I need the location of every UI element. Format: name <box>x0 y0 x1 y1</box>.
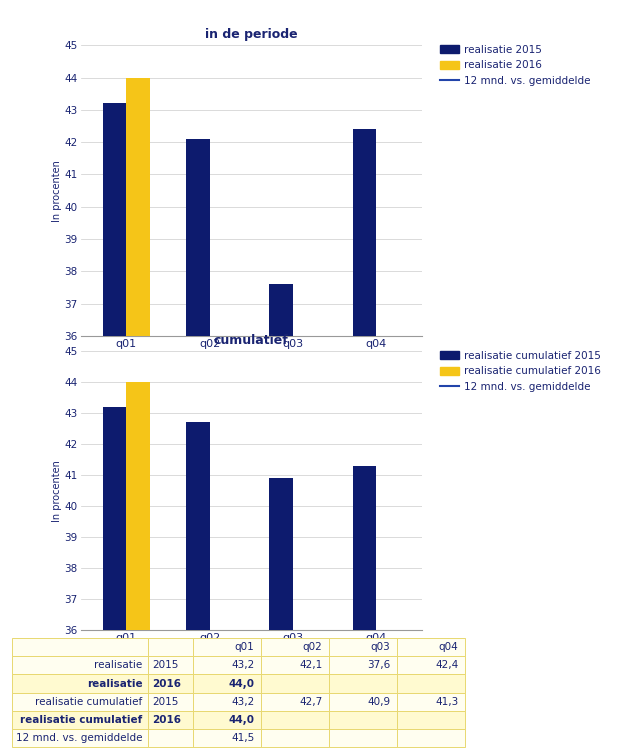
Bar <box>12 693 148 711</box>
Bar <box>397 711 465 729</box>
Bar <box>193 729 262 747</box>
Bar <box>148 656 193 674</box>
Bar <box>12 638 148 656</box>
Bar <box>397 656 465 674</box>
Bar <box>193 638 262 656</box>
Bar <box>329 729 397 747</box>
Text: q04: q04 <box>438 642 458 652</box>
Bar <box>12 711 148 729</box>
Legend: realisatie cumulatief 2015, realisatie cumulatief 2016, 12 mnd. vs. gemiddelde: realisatie cumulatief 2015, realisatie c… <box>440 350 601 392</box>
Bar <box>186 139 210 336</box>
Bar <box>186 423 210 630</box>
Text: 43,2: 43,2 <box>231 697 255 707</box>
Text: 44,0: 44,0 <box>229 715 255 725</box>
Bar <box>12 729 148 747</box>
Text: 41,5: 41,5 <box>231 733 255 744</box>
Text: realisatie: realisatie <box>94 661 143 670</box>
Y-axis label: In procenten: In procenten <box>52 160 62 221</box>
Text: 44,0: 44,0 <box>229 679 255 689</box>
Bar <box>262 656 329 674</box>
Bar <box>103 407 126 630</box>
Text: 37,6: 37,6 <box>367 661 391 670</box>
Bar <box>262 693 329 711</box>
Title: in de periode: in de periode <box>205 29 298 42</box>
Text: 2015: 2015 <box>152 697 178 707</box>
Bar <box>148 693 193 711</box>
Bar <box>262 729 329 747</box>
Bar <box>193 693 262 711</box>
Bar <box>329 638 397 656</box>
Bar <box>126 382 149 630</box>
Title: cumulatief: cumulatief <box>214 334 288 347</box>
Bar <box>329 674 397 693</box>
Bar <box>262 674 329 693</box>
Bar <box>262 711 329 729</box>
Bar <box>353 129 376 336</box>
Text: realisatie cumulatief: realisatie cumulatief <box>35 697 143 707</box>
Bar <box>148 638 193 656</box>
Bar <box>103 103 126 336</box>
Text: 42,7: 42,7 <box>299 697 322 707</box>
Bar <box>12 674 148 693</box>
Text: 43,2: 43,2 <box>231 661 255 670</box>
Bar <box>329 656 397 674</box>
Bar <box>270 285 293 336</box>
Bar <box>397 693 465 711</box>
Text: 2016: 2016 <box>152 679 181 689</box>
Text: 2016: 2016 <box>152 715 181 725</box>
Bar <box>329 693 397 711</box>
Bar <box>12 656 148 674</box>
Text: q02: q02 <box>303 642 322 652</box>
Legend: realisatie 2015, realisatie 2016, 12 mnd. vs. gemiddelde: realisatie 2015, realisatie 2016, 12 mnd… <box>440 45 591 86</box>
Bar <box>397 729 465 747</box>
Bar <box>329 711 397 729</box>
Text: 41,3: 41,3 <box>435 697 458 707</box>
Text: 40,9: 40,9 <box>367 697 391 707</box>
Bar <box>353 466 376 630</box>
Bar <box>262 638 329 656</box>
Text: 12 mnd. vs. gemiddelde: 12 mnd. vs. gemiddelde <box>16 733 143 744</box>
Bar <box>126 78 149 336</box>
Text: realisatie cumulatief: realisatie cumulatief <box>20 715 143 725</box>
Text: q03: q03 <box>371 642 391 652</box>
Bar <box>397 674 465 693</box>
Text: realisatie: realisatie <box>87 679 143 689</box>
Text: 2015: 2015 <box>152 661 178 670</box>
Y-axis label: In procenten: In procenten <box>52 460 62 522</box>
Text: 42,4: 42,4 <box>435 661 458 670</box>
Bar <box>193 656 262 674</box>
Text: q01: q01 <box>235 642 255 652</box>
Bar <box>148 729 193 747</box>
Bar <box>193 711 262 729</box>
Bar <box>148 711 193 729</box>
Text: 42,1: 42,1 <box>299 661 322 670</box>
Bar <box>193 674 262 693</box>
Bar <box>397 638 465 656</box>
Bar <box>148 674 193 693</box>
Bar <box>270 479 293 630</box>
